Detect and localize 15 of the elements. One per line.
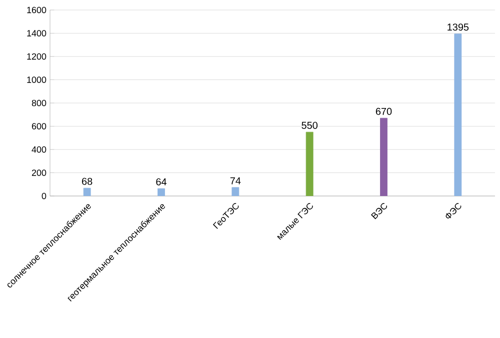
y-tick-label: 1400 [27,30,46,36]
y-tick-label: 600 [32,123,46,130]
data-label: 670 [376,108,392,115]
y-tick-label: 200 [32,170,46,176]
data-label: 64 [156,178,166,186]
y-tick-label: 1000 [27,76,46,83]
y-tick-label: 0 [42,192,46,200]
data-label: 550 [302,122,318,129]
y-tick-label: 1600 [27,6,46,14]
data-label: 1395 [448,24,469,31]
y-tick-label: 1200 [27,53,46,60]
y-tick-label: 400 [32,146,46,153]
y-tick-label: 800 [32,100,46,106]
data-label: 74 [230,177,241,184]
data-label: 68 [82,178,92,185]
